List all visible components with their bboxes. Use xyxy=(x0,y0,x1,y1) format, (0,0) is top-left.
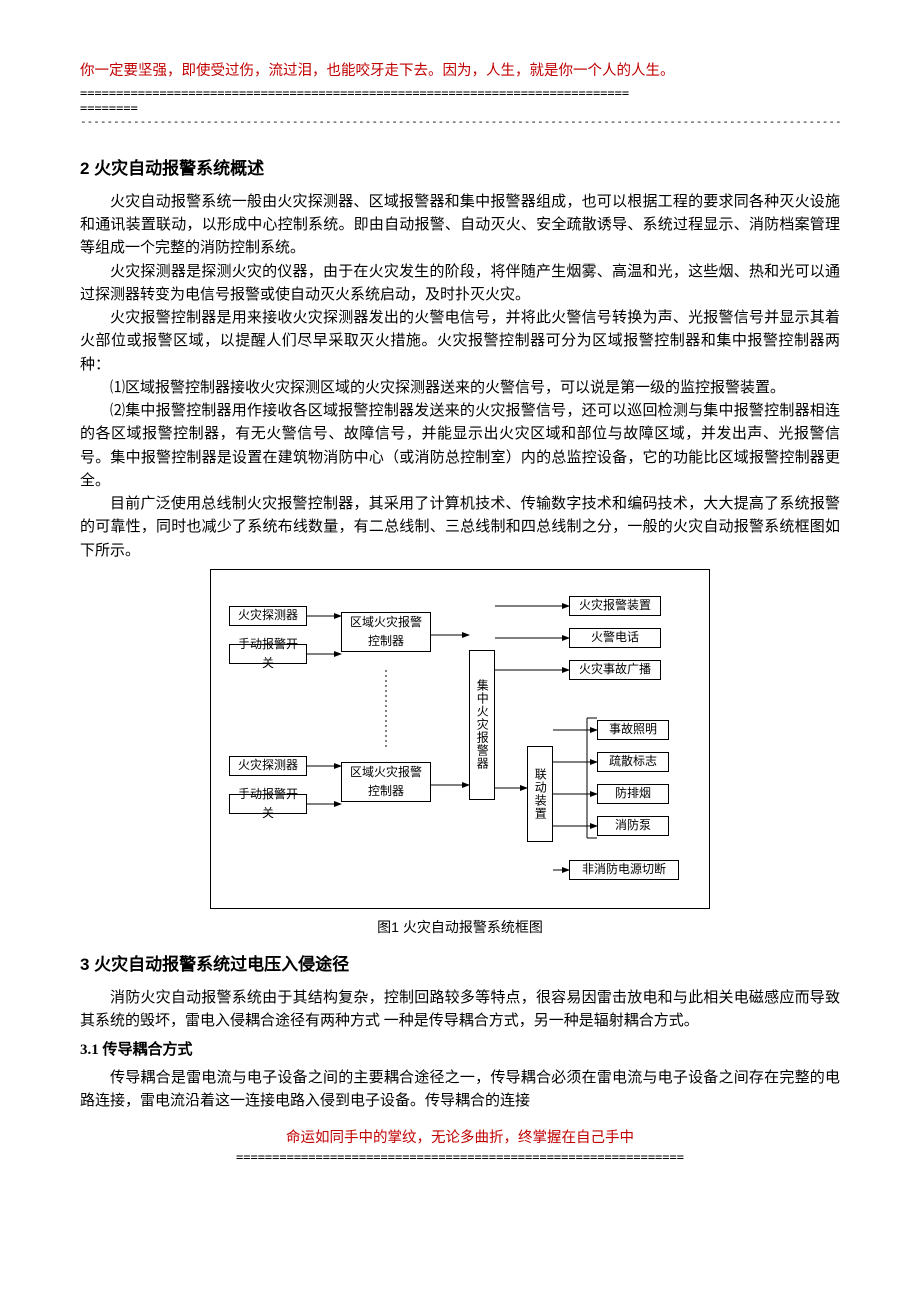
box-zone-2: 区域火灾报警 控制器 xyxy=(341,762,431,802)
header-dash-line: ----------------------------------------… xyxy=(80,115,840,128)
section-3-p1: 消防火灾自动报警系统由于其结构复杂，控制回路较多等特点，很容易因雷击放电和与此相… xyxy=(80,987,840,1034)
section-2-p3: 火灾报警控制器是用来接收火灾探测器发出的火警电信号，并将此火警信号转换为声、光报… xyxy=(80,307,840,377)
box-linkage: 联动装置 xyxy=(527,746,553,842)
footer-divider: ========================================… xyxy=(80,1150,840,1164)
box-broadcast: 火灾事故广播 xyxy=(569,660,661,680)
section-2-p6: 目前广泛使用总线制火灾报警控制器，其采用了计算机技术、传输数字技术和编码技术，大… xyxy=(80,493,840,563)
section-2-p5: ⑵集中报警控制器用作接收各区域报警控制器发送来的火灾报警信号，还可以巡回检测与集… xyxy=(80,400,840,493)
section-3-title: 3 火灾自动报警系统过电压入侵途径 xyxy=(80,952,840,978)
box-emergency-light: 事故照明 xyxy=(597,720,669,740)
diagram-caption: 图1 火灾自动报警系统框图 xyxy=(210,917,710,939)
box-manual-2: 手动报警开关 xyxy=(229,794,307,814)
box-pump: 消防泵 xyxy=(597,816,669,836)
system-diagram: 火灾探测器 手动报警开关 区域火灾报警 控制器 火灾探测器 手动报警开关 区域火… xyxy=(210,569,710,909)
section-3-1-title: 3.1 传导耦合方式 xyxy=(80,1039,840,1062)
header-quote: 你一定要坚强，即使受过伤，流过泪，也能咬牙走下去。因为，人生，就是你一个人的人生… xyxy=(80,60,840,82)
header-divider-1: ========================================… xyxy=(80,86,840,100)
box-manual-1: 手动报警开关 xyxy=(229,644,307,664)
section-2-title: 2 火灾自动报警系统概述 xyxy=(80,156,840,182)
section-3-1-p1: 传导耦合是雷电流与电子设备之间的主要耦合途径之一，传导耦合必须在雷电流与电子设备… xyxy=(80,1067,840,1114)
box-zone-1: 区域火灾报警 控制器 xyxy=(341,612,431,652)
box-detector-1: 火灾探测器 xyxy=(229,606,307,626)
footer-quote: 命运如同手中的掌纹，无论多曲折，终掌握在自己手中 xyxy=(80,1127,840,1149)
box-smoke: 防排烟 xyxy=(597,784,669,804)
document-page: 你一定要坚强，即使受过伤，流过泪，也能咬牙走下去。因为，人生，就是你一个人的人生… xyxy=(80,60,840,1164)
diagram-container: www.zixin.com.cn xyxy=(210,569,710,939)
box-detector-2: 火灾探测器 xyxy=(229,756,307,776)
section-2-p2: 火灾探测器是探测火灾的仪器，由于在火灾发生的阶段，将伴随产生烟雾、高温和光，这些… xyxy=(80,261,840,308)
box-center-controller: 集中火灾报警器 xyxy=(469,650,495,800)
box-fire-phone: 火警电话 xyxy=(569,628,661,648)
box-power-cut: 非消防电源切断 xyxy=(569,860,679,880)
box-alarm-device: 火灾报警装置 xyxy=(569,596,661,616)
box-evac-sign: 疏散标志 xyxy=(597,752,669,772)
section-2-p1: 火灾自动报警系统一般由火灾探测器、区域报警器和集中报警器组成，也可以根据工程的要… xyxy=(80,191,840,261)
section-2-p4: ⑴区域报警控制器接收火灾探测区域的火灾探测器送来的火警信号，可以说是第一级的监控… xyxy=(80,377,840,400)
header-divider-2: ======== xyxy=(80,101,840,115)
